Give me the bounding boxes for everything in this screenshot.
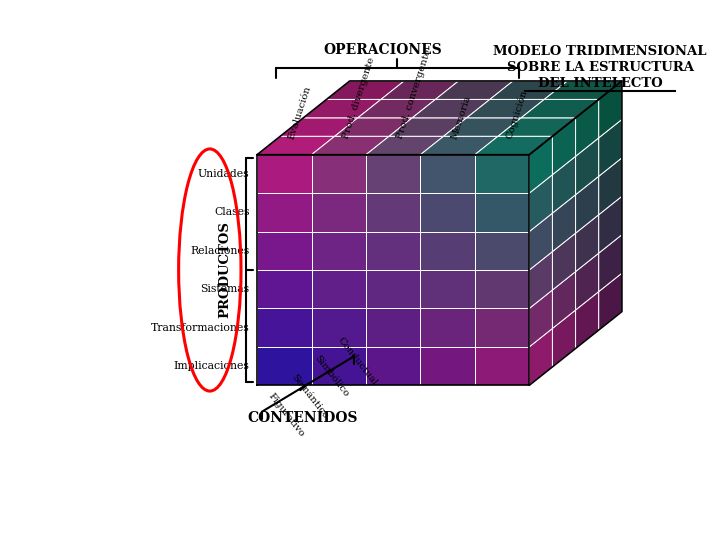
Polygon shape bbox=[358, 99, 436, 118]
Polygon shape bbox=[521, 99, 599, 118]
Polygon shape bbox=[312, 232, 366, 270]
Polygon shape bbox=[575, 138, 599, 195]
Text: DEL INTELECTO: DEL INTELECTO bbox=[538, 77, 662, 90]
Polygon shape bbox=[474, 154, 529, 193]
Polygon shape bbox=[257, 154, 312, 193]
Polygon shape bbox=[552, 156, 575, 213]
Text: Sistemas: Sistemas bbox=[200, 284, 250, 294]
Polygon shape bbox=[420, 308, 474, 347]
Polygon shape bbox=[312, 154, 366, 193]
Polygon shape bbox=[575, 292, 599, 348]
Polygon shape bbox=[529, 328, 552, 386]
Text: Implicaciones: Implicaciones bbox=[174, 361, 250, 371]
Text: Evaluación: Evaluación bbox=[287, 84, 312, 140]
Polygon shape bbox=[436, 81, 513, 99]
Polygon shape bbox=[599, 235, 622, 292]
Text: Transformaciones: Transformaciones bbox=[150, 323, 250, 333]
Polygon shape bbox=[599, 119, 622, 176]
Polygon shape bbox=[529, 136, 552, 193]
Polygon shape bbox=[420, 154, 474, 193]
Polygon shape bbox=[413, 99, 490, 118]
Text: MODELO TRIDIMENSIONAL: MODELO TRIDIMENSIONAL bbox=[493, 45, 707, 58]
Text: Prod. convergente: Prod. convergente bbox=[396, 48, 433, 140]
Polygon shape bbox=[381, 81, 459, 99]
Polygon shape bbox=[420, 232, 474, 270]
Polygon shape bbox=[389, 118, 467, 136]
Polygon shape bbox=[474, 347, 529, 386]
Text: SOBRE LA ESTRUCTURA: SOBRE LA ESTRUCTURA bbox=[507, 61, 693, 74]
Polygon shape bbox=[312, 193, 366, 232]
Text: Figurativo: Figurativo bbox=[266, 391, 306, 438]
Polygon shape bbox=[529, 290, 552, 347]
Polygon shape bbox=[366, 154, 420, 193]
Polygon shape bbox=[552, 272, 575, 328]
Polygon shape bbox=[474, 270, 529, 308]
Text: CONTENIDOS: CONTENIDOS bbox=[248, 410, 359, 424]
Polygon shape bbox=[529, 252, 552, 308]
Polygon shape bbox=[529, 175, 552, 232]
Polygon shape bbox=[257, 270, 312, 308]
Polygon shape bbox=[420, 347, 474, 386]
Text: Prod. divergente: Prod. divergente bbox=[341, 56, 376, 140]
Polygon shape bbox=[257, 136, 335, 154]
Polygon shape bbox=[467, 99, 544, 118]
Polygon shape bbox=[280, 118, 358, 136]
Text: Memoria: Memoria bbox=[450, 94, 473, 140]
Polygon shape bbox=[490, 81, 567, 99]
Polygon shape bbox=[444, 118, 521, 136]
Polygon shape bbox=[575, 176, 599, 233]
Polygon shape bbox=[327, 81, 404, 99]
Polygon shape bbox=[366, 232, 420, 270]
Polygon shape bbox=[552, 310, 575, 367]
Polygon shape bbox=[599, 81, 622, 138]
Polygon shape bbox=[420, 136, 498, 154]
Text: Semántico: Semántico bbox=[289, 373, 330, 421]
Polygon shape bbox=[420, 193, 474, 232]
Text: Simbólico: Simbólico bbox=[312, 354, 351, 399]
Polygon shape bbox=[312, 347, 366, 386]
Polygon shape bbox=[474, 193, 529, 232]
Polygon shape bbox=[312, 308, 366, 347]
Polygon shape bbox=[552, 195, 575, 252]
Polygon shape bbox=[599, 273, 622, 330]
Polygon shape bbox=[474, 308, 529, 347]
Polygon shape bbox=[366, 308, 420, 347]
Polygon shape bbox=[575, 99, 599, 156]
Text: PRODUCTOS: PRODUCTOS bbox=[218, 221, 231, 319]
Polygon shape bbox=[599, 158, 622, 215]
Polygon shape bbox=[474, 232, 529, 270]
Polygon shape bbox=[575, 253, 599, 310]
Polygon shape bbox=[335, 118, 413, 136]
Text: Unidades: Unidades bbox=[198, 169, 250, 179]
Polygon shape bbox=[257, 193, 312, 232]
Polygon shape bbox=[544, 81, 622, 99]
Polygon shape bbox=[366, 193, 420, 232]
Polygon shape bbox=[529, 213, 552, 270]
Polygon shape bbox=[599, 196, 622, 253]
Polygon shape bbox=[257, 232, 312, 270]
Polygon shape bbox=[552, 118, 575, 175]
Polygon shape bbox=[366, 347, 420, 386]
Text: Cognición: Cognición bbox=[504, 89, 529, 140]
Polygon shape bbox=[257, 347, 312, 386]
Polygon shape bbox=[312, 270, 366, 308]
Polygon shape bbox=[552, 233, 575, 290]
Polygon shape bbox=[575, 215, 599, 272]
Polygon shape bbox=[303, 99, 381, 118]
Text: Conductual: Conductual bbox=[336, 336, 379, 387]
Polygon shape bbox=[474, 136, 552, 154]
Polygon shape bbox=[257, 308, 312, 347]
Text: Clases: Clases bbox=[214, 207, 250, 217]
Polygon shape bbox=[366, 136, 444, 154]
Polygon shape bbox=[366, 270, 420, 308]
Polygon shape bbox=[312, 136, 389, 154]
Text: OPERACIONES: OPERACIONES bbox=[324, 43, 443, 57]
Polygon shape bbox=[498, 118, 575, 136]
Text: Relaciones: Relaciones bbox=[190, 246, 250, 256]
Polygon shape bbox=[420, 270, 474, 308]
